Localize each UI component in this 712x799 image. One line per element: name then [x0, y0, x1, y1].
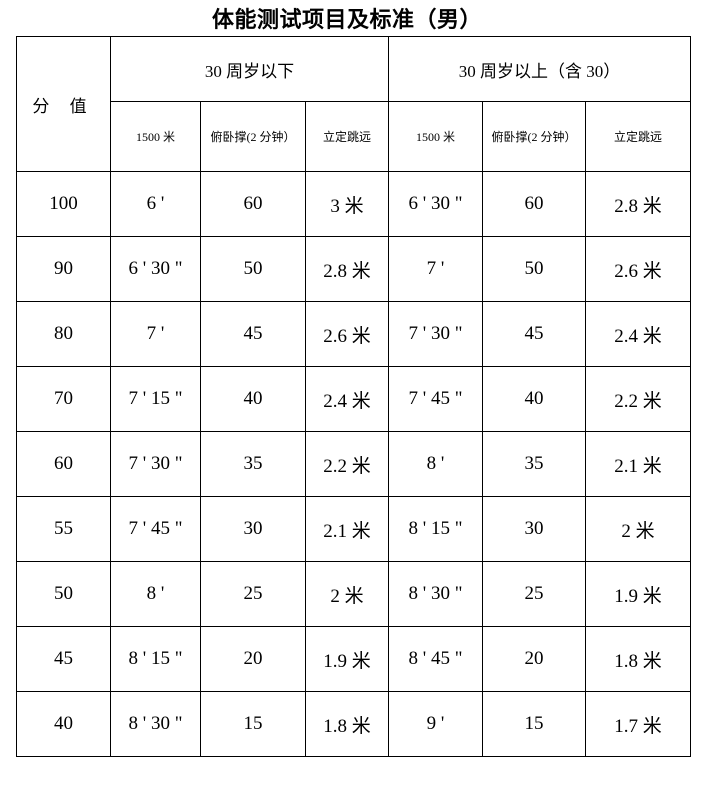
cell-u-run: 6 ' 30 ": [110, 236, 201, 302]
cell-o-push: 20: [482, 626, 587, 692]
cell-u-push: 45: [200, 301, 306, 367]
cell-score: 60: [16, 431, 111, 497]
cell-score: 55: [16, 496, 111, 562]
cell-u-run: 8 ': [110, 561, 201, 627]
cell-o-run: 8 ': [388, 431, 484, 497]
cell-o-push: 60: [482, 171, 587, 237]
cell-u-push: 40: [200, 366, 306, 432]
cell-score: 70: [16, 366, 111, 432]
cell-o-push: 25: [482, 561, 587, 627]
cell-o-push: 50: [482, 236, 587, 302]
cell-u-push: 20: [200, 626, 306, 692]
cell-u-jump: 2.2 米: [304, 431, 390, 497]
column-header: 1500 米: [110, 101, 201, 172]
cell-o-jump: 2.2 米: [585, 366, 692, 432]
cell-o-jump: 1.7 米: [585, 691, 692, 757]
column-header: 俯卧撑(2 分钟）: [200, 101, 306, 172]
cell-o-jump: 2 米: [585, 496, 692, 562]
cell-u-run: 7 ' 30 ": [110, 431, 201, 497]
cell-o-jump: 2.6 米: [585, 236, 692, 302]
cell-o-run: 8 ' 30 ": [388, 561, 484, 627]
cell-o-run: 8 ' 15 ": [388, 496, 484, 562]
cell-u-jump: 2.4 米: [304, 366, 390, 432]
cell-u-run: 7 ' 45 ": [110, 496, 201, 562]
cell-u-push: 50: [200, 236, 306, 302]
cell-o-jump: 2.1 米: [585, 431, 692, 497]
standards-table: 分 值 30 周岁以下 30 周岁以上（含 30） 1500 米 俯卧撑(2 分…: [16, 36, 692, 757]
column-header: 立定跳远: [304, 101, 390, 172]
cell-o-jump: 2.8 米: [585, 171, 692, 237]
cell-score: 100: [16, 171, 111, 237]
column-header: 立定跳远: [585, 101, 692, 172]
group-header-over-30: 30 周岁以上（含 30）: [388, 36, 692, 102]
cell-u-push: 25: [200, 561, 306, 627]
column-header: 俯卧撑(2 分钟）: [482, 101, 587, 172]
cell-u-push: 60: [200, 171, 306, 237]
cell-o-push: 30: [482, 496, 587, 562]
cell-score: 45: [16, 626, 111, 692]
cell-o-run: 7 ' 45 ": [388, 366, 484, 432]
cell-u-push: 35: [200, 431, 306, 497]
cell-u-run: 8 ' 30 ": [110, 691, 201, 757]
cell-score: 90: [16, 236, 111, 302]
cell-u-push: 30: [200, 496, 306, 562]
cell-o-run: 6 ' 30 ": [388, 171, 484, 237]
cell-u-run: 8 ' 15 ": [110, 626, 201, 692]
cell-u-jump: 1.8 米: [304, 691, 390, 757]
cell-o-jump: 1.9 米: [585, 561, 692, 627]
column-header: 1500 米: [388, 101, 484, 172]
group-header-under-30: 30 周岁以下: [109, 36, 390, 102]
cell-u-run: 7 ' 15 ": [110, 366, 201, 432]
cell-o-run: 7 ': [388, 236, 484, 302]
cell-score: 80: [16, 301, 111, 367]
cell-o-push: 35: [482, 431, 587, 497]
cell-o-run: 8 ' 45 ": [388, 626, 484, 692]
cell-o-jump: 1.8 米: [585, 626, 692, 692]
cell-o-jump: 2.4 米: [585, 301, 692, 367]
cell-o-push: 45: [482, 301, 587, 367]
cell-u-jump: 2.1 米: [304, 496, 390, 562]
cell-score: 40: [16, 691, 111, 757]
cell-u-jump: 1.9 米: [304, 626, 390, 692]
cell-score: 50: [16, 561, 111, 627]
cell-o-run: 9 ': [388, 691, 484, 757]
cell-o-push: 15: [482, 691, 587, 757]
cell-u-push: 15: [200, 691, 306, 757]
cell-u-jump: 3 米: [304, 171, 390, 237]
page-title: 体能测试项目及标准（男）: [211, 7, 482, 32]
cell-u-run: 7 ': [110, 301, 201, 367]
cell-u-run: 6 ': [110, 171, 201, 237]
cell-o-push: 40: [482, 366, 587, 432]
cell-o-run: 7 ' 30 ": [388, 301, 484, 367]
cell-u-jump: 2 米: [304, 561, 390, 627]
cell-u-jump: 2.6 米: [304, 301, 390, 367]
cell-u-jump: 2.8 米: [304, 236, 390, 302]
score-header: 分 值: [16, 36, 111, 172]
